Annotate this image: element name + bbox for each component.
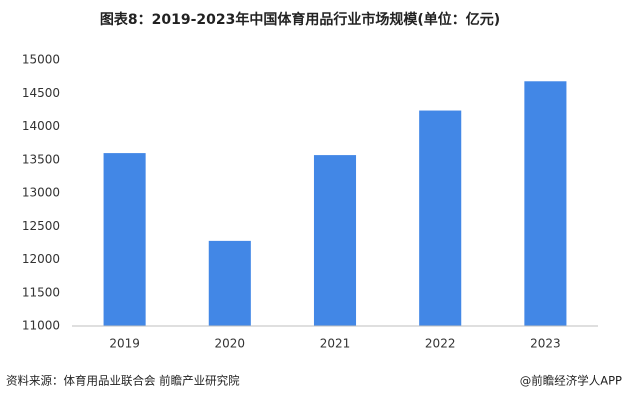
x-tick-label: 2023: [530, 337, 561, 351]
x-tick-label: 2020: [215, 337, 246, 351]
bar: [313, 155, 357, 326]
bar: [103, 153, 146, 326]
y-tick-label: 12500: [22, 219, 60, 233]
chart-title: 图表8：2019-2023年中国体育用品行业市场规模(单位：亿元): [100, 11, 500, 28]
y-tick-label: 14500: [22, 86, 60, 100]
y-tick-label: 12000: [22, 252, 60, 266]
bar: [419, 110, 462, 326]
x-tick-label: 2021: [320, 337, 351, 351]
y-tick-label: 14000: [22, 119, 60, 133]
y-tick-label: 11000: [22, 319, 60, 333]
y-tick-label: 13000: [22, 186, 60, 200]
y-tick-label: 11500: [22, 285, 60, 299]
source-note: 资料来源：体育用品业联合会 前瞻产业研究院: [6, 374, 240, 388]
y-tick-label: 13500: [22, 152, 60, 166]
y-tick-label: 15000: [22, 53, 60, 67]
x-tick-label: 2019: [109, 337, 140, 351]
bar: [524, 81, 567, 326]
credit: @前瞻经济学人APP: [520, 374, 622, 388]
x-tick-label: 2022: [425, 337, 456, 351]
bar: [208, 240, 251, 326]
